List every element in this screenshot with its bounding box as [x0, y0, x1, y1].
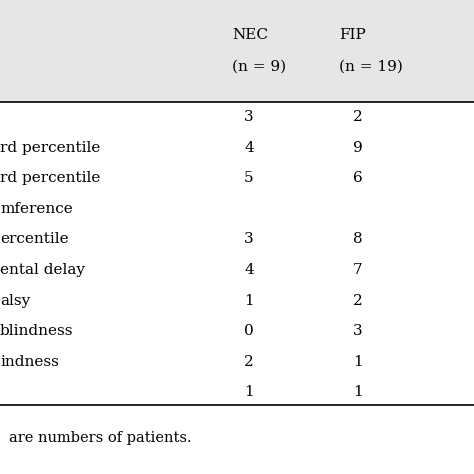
Text: 1: 1: [353, 355, 363, 369]
Text: 3: 3: [244, 110, 254, 124]
Text: 5: 5: [244, 171, 254, 185]
Text: ental delay: ental delay: [0, 263, 85, 277]
Text: 1: 1: [244, 293, 254, 308]
Text: 9: 9: [353, 141, 363, 155]
Text: are numbers of patients.: are numbers of patients.: [9, 430, 192, 445]
Text: 0: 0: [244, 324, 254, 338]
Bar: [0, 408, 474, 474]
Text: 7: 7: [353, 263, 363, 277]
Text: 2: 2: [353, 110, 363, 124]
Text: 6: 6: [353, 171, 363, 185]
Text: 4: 4: [244, 141, 254, 155]
Text: 3: 3: [353, 324, 363, 338]
Text: blindness: blindness: [0, 324, 73, 338]
Text: 3: 3: [244, 232, 254, 246]
Text: 8: 8: [353, 232, 363, 246]
Text: (n = 19): (n = 19): [339, 60, 403, 73]
Text: mference: mference: [0, 202, 73, 216]
Text: rd percentile: rd percentile: [0, 171, 100, 185]
Bar: [0, 0, 474, 102]
Text: 4: 4: [244, 263, 254, 277]
Text: 2: 2: [244, 355, 254, 369]
Text: 1: 1: [244, 385, 254, 400]
Text: rd percentile: rd percentile: [0, 141, 100, 155]
Text: ercentile: ercentile: [0, 232, 69, 246]
Text: indness: indness: [0, 355, 59, 369]
Text: FIP: FIP: [339, 28, 365, 42]
Bar: [0, 102, 474, 408]
Text: (n = 9): (n = 9): [232, 60, 286, 73]
Text: 1: 1: [353, 385, 363, 400]
Text: NEC: NEC: [232, 28, 268, 42]
Text: alsy: alsy: [0, 293, 30, 308]
Text: 2: 2: [353, 293, 363, 308]
